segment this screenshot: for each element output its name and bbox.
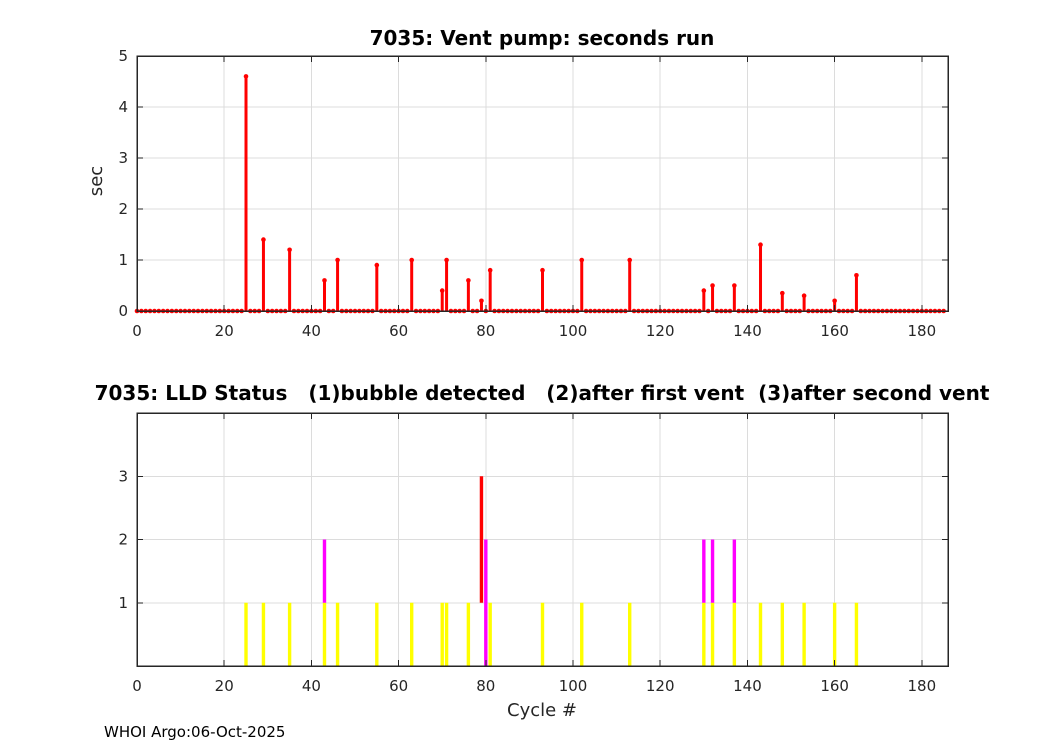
tick-marks xyxy=(136,55,948,312)
stem-marker xyxy=(466,278,471,283)
x-tick-label: 60 xyxy=(389,322,408,340)
x-tick-label: 40 xyxy=(302,677,321,695)
x-tick-label: 80 xyxy=(476,322,495,340)
top-chart-title: 7035: Vent pump: seconds run xyxy=(369,26,715,50)
y-tick-label: 2 xyxy=(118,531,128,549)
x-tick-label: 0 xyxy=(132,322,142,340)
y-tick-label: 4 xyxy=(118,98,128,116)
bottom-chart-title: 7035: LLD Status (1)bubble detected (2)a… xyxy=(94,381,990,405)
stem-series xyxy=(134,74,946,314)
x-tick-label: 20 xyxy=(215,322,234,340)
bottom-chart-x-axis-label: Cycle # xyxy=(507,700,577,721)
stem-marker xyxy=(243,74,249,79)
x-tick-label: 100 xyxy=(559,677,588,695)
y-tick-label: 3 xyxy=(118,149,128,167)
gridlines xyxy=(137,56,948,311)
stem-marker xyxy=(801,293,807,299)
axes-box xyxy=(136,55,949,312)
x-tick-label: 100 xyxy=(559,322,588,340)
lld-status-plot: 0 20 40 60 80 100 120 140 160 180 1 2 3 xyxy=(118,412,949,695)
stem-marker xyxy=(854,273,859,278)
x-tick-label: 180 xyxy=(908,322,937,340)
stem-marker xyxy=(540,267,545,273)
stem-marker xyxy=(287,247,292,253)
vent-pump-plot: 0 20 40 60 80 100 120 140 160 180 0 1 2 3 4 5 xyxy=(118,47,949,340)
tick-labels: 0 20 40 60 80 100 120 140 160 180 0 1 2 3 4 5 xyxy=(118,47,936,340)
status-bars xyxy=(244,476,859,666)
stem-marker xyxy=(832,298,837,304)
x-tick-label: 20 xyxy=(215,677,234,695)
x-tick-label: 160 xyxy=(820,677,849,695)
y-tick-label: 1 xyxy=(118,594,128,612)
stem-marker xyxy=(487,267,493,273)
stem-marker xyxy=(758,242,763,247)
x-tick-label: 120 xyxy=(646,677,675,695)
y-tick-label: 3 xyxy=(118,467,128,485)
top-chart-y-axis-label: sec xyxy=(86,165,107,197)
x-tick-label: 80 xyxy=(476,677,495,695)
y-tick-label: 1 xyxy=(118,251,128,269)
x-tick-label: 160 xyxy=(820,322,849,340)
x-tick-label: 120 xyxy=(646,322,675,340)
x-tick-label: 140 xyxy=(733,322,762,340)
stem-marker xyxy=(479,298,484,304)
stem-marker xyxy=(409,257,414,263)
watermark-text: WHOI Argo:06-Oct-2025 xyxy=(104,723,286,741)
stem-marker xyxy=(732,283,737,288)
stem-marker xyxy=(627,257,633,263)
gridlines xyxy=(137,413,948,666)
stem-marker xyxy=(444,257,449,263)
stem-marker xyxy=(261,237,266,242)
stem-marker xyxy=(780,290,785,296)
tick-marks xyxy=(136,413,948,666)
x-tick-label: 40 xyxy=(302,322,321,340)
x-tick-label: 140 xyxy=(733,677,762,695)
stem-marker xyxy=(374,262,380,268)
stem-marker xyxy=(335,257,340,263)
tick-labels: 0 20 40 60 80 100 120 140 160 180 1 2 3 xyxy=(118,467,936,695)
stem-marker xyxy=(579,257,585,263)
stem-marker xyxy=(322,278,327,283)
stem-marker xyxy=(701,288,707,293)
x-tick-label: 0 xyxy=(132,677,142,695)
stem-marker xyxy=(710,283,715,288)
x-tick-label: 60 xyxy=(389,677,408,695)
stem-marker xyxy=(439,288,445,293)
y-tick-label: 5 xyxy=(118,47,128,65)
x-tick-label: 180 xyxy=(908,677,937,695)
y-tick-label: 0 xyxy=(118,302,128,320)
y-tick-label: 2 xyxy=(118,200,128,218)
